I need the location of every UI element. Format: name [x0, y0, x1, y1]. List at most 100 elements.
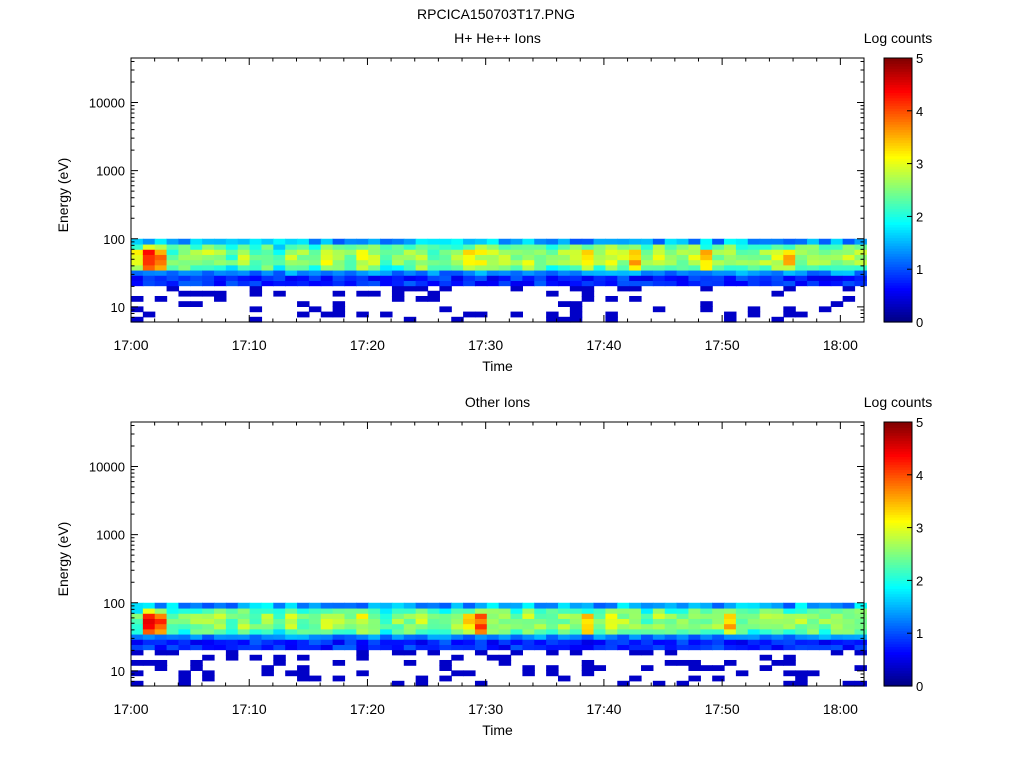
heatmap-cell — [700, 607, 713, 614]
heatmap-cell — [771, 639, 784, 645]
heatmap-cell — [783, 602, 796, 609]
heatmap-cell — [142, 618, 156, 625]
heatmap-cell — [724, 269, 737, 276]
colorbar-segment — [884, 540, 912, 545]
heatmap-cell — [557, 644, 571, 651]
x-tick-label: 17:50 — [705, 701, 740, 717]
heatmap-cell — [356, 259, 369, 266]
heatmap-cell — [747, 243, 761, 250]
heatmap-cell — [735, 243, 749, 250]
heatmap-cell — [403, 633, 417, 640]
heatmap-cell — [415, 618, 429, 625]
heatmap-cell — [581, 618, 595, 625]
colorbar-segment — [884, 527, 912, 531]
heatmap-cell — [617, 618, 630, 625]
heatmap-cell — [190, 602, 203, 609]
heatmap-cell — [190, 628, 203, 635]
panel-title: H+ He++ Ions — [454, 30, 541, 46]
heatmap-cell — [581, 659, 595, 666]
heatmap-cell — [486, 654, 500, 661]
heatmap-cell — [166, 238, 180, 245]
heatmap-cell — [308, 243, 322, 250]
heatmap-cell — [297, 654, 310, 661]
heatmap-cell — [664, 644, 678, 651]
heatmap-cell — [344, 623, 357, 630]
heatmap-cell — [463, 269, 476, 276]
colorbar-segment — [884, 147, 912, 151]
heatmap-cell — [664, 623, 678, 630]
heatmap-cell — [652, 275, 666, 281]
heatmap-cell — [498, 607, 512, 614]
heatmap-cell — [415, 644, 429, 651]
heatmap-cell — [166, 285, 180, 292]
heatmap-cell — [356, 254, 369, 261]
heatmap-cell — [178, 259, 191, 266]
heatmap-cell — [688, 275, 701, 281]
heatmap-cell — [652, 259, 666, 266]
heatmap-cell — [593, 602, 607, 609]
heatmap-cell — [308, 306, 322, 313]
heatmap-cell — [629, 275, 642, 281]
heatmap-cell — [166, 613, 180, 619]
heatmap-cell — [700, 269, 713, 276]
heatmap-cell — [415, 285, 429, 292]
heatmap-cell — [534, 607, 547, 614]
heatmap-cell — [214, 275, 227, 281]
heatmap-cell — [439, 607, 452, 614]
heatmap-cell — [546, 618, 559, 625]
heatmap-cell — [522, 644, 535, 651]
heatmap-cell — [818, 264, 832, 271]
heatmap-cell — [344, 644, 357, 651]
heatmap-cell — [356, 243, 369, 250]
heatmap-cell — [190, 238, 203, 245]
heatmap-cell — [285, 633, 298, 640]
heatmap-cell — [605, 259, 618, 266]
heatmap-cell — [783, 623, 796, 630]
heatmap-cell — [356, 633, 369, 640]
heatmap-cell — [190, 290, 203, 297]
heatmap-cell — [498, 249, 512, 255]
heatmap-cell — [356, 613, 369, 619]
heatmap-cell — [415, 275, 429, 281]
x-axis-label: Time — [482, 722, 513, 738]
heatmap-cell — [842, 295, 856, 302]
heatmap-cell — [131, 649, 144, 656]
colorbar-segment — [884, 675, 912, 679]
heatmap-cell — [676, 623, 690, 630]
y-tick-label: 10000 — [89, 460, 125, 475]
heatmap-cell — [285, 259, 298, 266]
heatmap-cell — [356, 269, 369, 276]
heatmap-cell — [534, 618, 547, 625]
heatmap-cell — [807, 243, 820, 250]
heatmap-cell — [178, 264, 191, 271]
heatmap-cell — [178, 243, 191, 250]
colorbar-segment — [884, 295, 912, 299]
heatmap-cell — [617, 639, 630, 645]
heatmap-cell — [451, 670, 464, 677]
heatmap-cell — [214, 264, 227, 271]
heatmap-cell — [297, 259, 310, 266]
heatmap-cell — [735, 633, 749, 640]
heatmap-cell — [641, 238, 654, 245]
heatmap-cell — [842, 254, 856, 261]
heatmap-cell — [391, 618, 405, 625]
colorbar-frame — [883, 421, 913, 687]
heatmap-cell — [391, 254, 405, 261]
heatmap-cell — [380, 264, 393, 271]
heatmap-cell — [593, 249, 607, 255]
heatmap-cell — [380, 618, 393, 625]
heatmap-cell — [225, 623, 239, 630]
heatmap-cell — [522, 254, 535, 261]
heatmap-cell — [415, 633, 429, 640]
heatmap-cell — [724, 633, 737, 640]
heatmap-cell — [557, 254, 571, 261]
heatmap-cell — [214, 259, 227, 266]
heatmap-cell — [712, 613, 725, 619]
heatmap-cell — [664, 275, 678, 281]
heatmap-cell — [724, 259, 737, 266]
heatmap-cell — [783, 644, 796, 651]
colorbar-segment — [884, 306, 912, 310]
colorbar-segment — [884, 139, 912, 144]
heatmap-cell — [368, 243, 381, 250]
heatmap-cell — [474, 639, 488, 645]
